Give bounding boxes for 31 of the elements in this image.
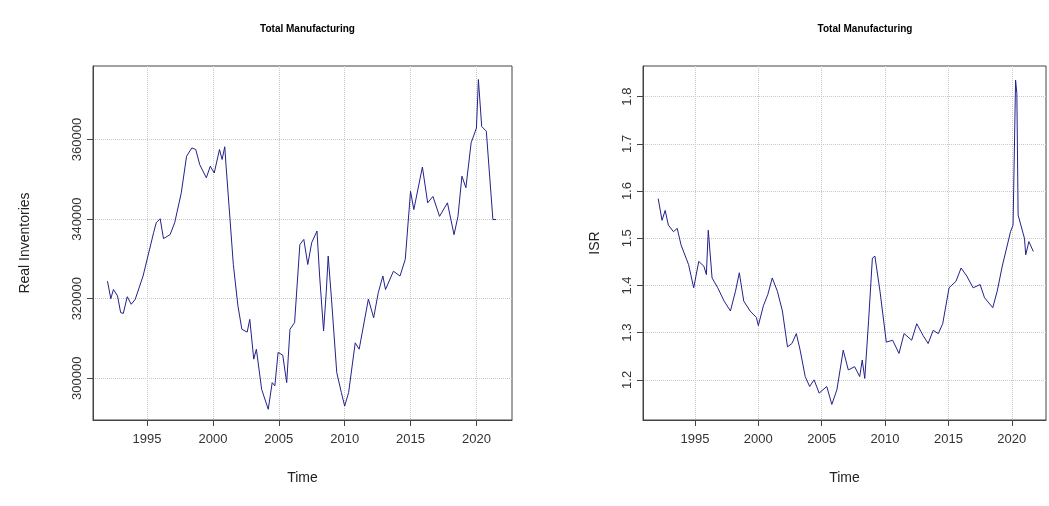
x-tick-label: 2005	[264, 431, 294, 446]
x-tick-label: 2000	[198, 431, 228, 446]
y-tick-label: 320000	[69, 276, 84, 321]
y-tick-label: 1.5	[619, 229, 634, 248]
y-tick-label: 360000	[69, 117, 84, 162]
y-tick-label: 340000	[69, 197, 84, 241]
x-tick-label: 1995	[132, 431, 162, 446]
y-tick-label: 1.6	[619, 182, 634, 201]
y-tick-label: 1.7	[619, 134, 634, 153]
x-tick-label: 1995	[680, 431, 710, 446]
y-axis-title: Real Inventories	[16, 192, 32, 294]
x-tick-label: 2010	[870, 431, 900, 446]
line-series	[657, 79, 1034, 405]
chart-title: Total Manufacturing	[260, 22, 355, 34]
line-series	[106, 79, 497, 410]
chart-title: Total Manufacturing	[817, 22, 913, 34]
x-tick-label: 2010	[330, 431, 360, 446]
y-tick-label: 1.4	[619, 276, 634, 295]
y-tick-label: 1.2	[619, 370, 634, 389]
x-axis-title: Time	[829, 469, 861, 485]
y-axis-title: ISR	[586, 231, 602, 255]
x-tick-label: 2020	[997, 431, 1027, 446]
x-tick-label: 2015	[396, 431, 425, 446]
x-tick-label: 2005	[807, 431, 837, 446]
y-tick-label: 300000	[69, 356, 84, 400]
y-tick-label: 1.8	[619, 87, 634, 106]
x-tick-label: 2000	[743, 431, 773, 446]
x-tick-label: 2020	[461, 431, 491, 446]
y-tick-label: 1.3	[619, 323, 634, 342]
x-tick-label: 2015	[933, 431, 963, 446]
x-axis-title: Time	[287, 469, 319, 485]
